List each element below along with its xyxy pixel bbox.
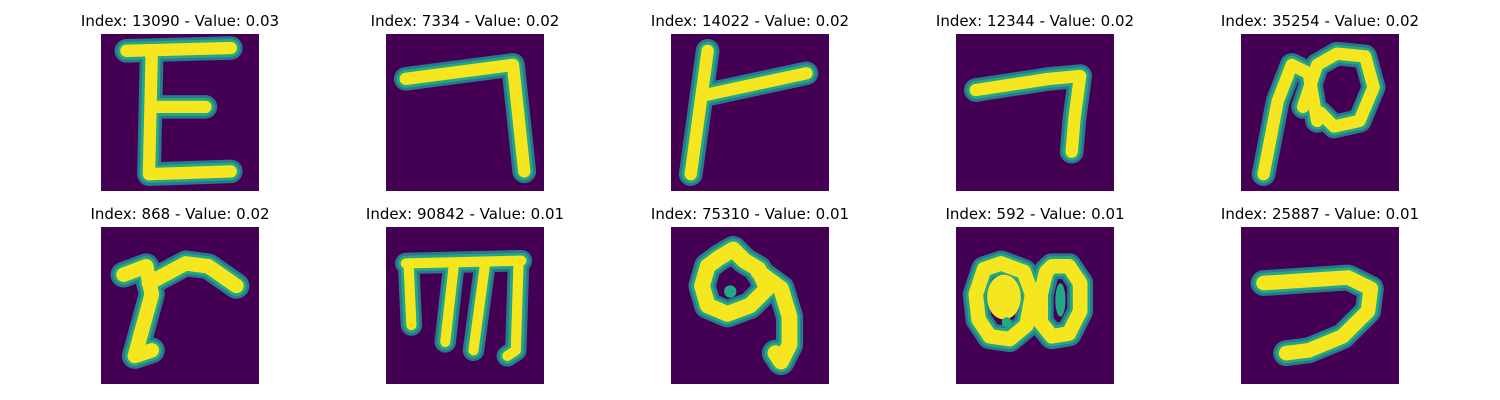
panel-3: Index: 14022 - Value: 0.02: [640, 12, 860, 202]
panel-title: Index: 12344 - Value: 0.02: [935, 12, 1135, 30]
panel-1: Index: 13090 - Value: 0.03: [70, 12, 290, 202]
glyph-image: [386, 34, 544, 191]
glyph-image: [386, 227, 544, 384]
panel-8: Index: 75310 - Value: 0.01: [640, 205, 860, 395]
glyph-image: [101, 227, 259, 384]
panel-6: Index: 868 - Value: 0.02: [70, 205, 290, 395]
panel-title: Index: 14022 - Value: 0.02: [650, 12, 850, 30]
panel-title: Index: 868 - Value: 0.02: [90, 205, 270, 223]
panel-title: Index: 90842 - Value: 0.01: [365, 205, 565, 223]
panel-7: Index: 90842 - Value: 0.01: [355, 205, 575, 395]
panel-title: Index: 75310 - Value: 0.01: [650, 205, 850, 223]
panel-10: Index: 25887 - Value: 0.01: [1210, 205, 1430, 395]
panel-title: Index: 592 - Value: 0.01: [945, 205, 1125, 223]
glyph-image: [1241, 227, 1399, 384]
panel-9: Index: 592 - Value: 0.01: [925, 205, 1145, 395]
panel-title: Index: 13090 - Value: 0.03: [80, 12, 280, 30]
panel-2: Index: 7334 - Value: 0.02: [355, 12, 575, 202]
panel-4: Index: 12344 - Value: 0.02: [925, 12, 1145, 202]
panel-title: Index: 35254 - Value: 0.02: [1220, 12, 1420, 30]
panel-5: Index: 35254 - Value: 0.02: [1210, 12, 1430, 202]
glyph-image: [956, 34, 1114, 191]
panel-title: Index: 7334 - Value: 0.02: [370, 12, 560, 30]
panel-title: Index: 25887 - Value: 0.01: [1220, 205, 1420, 223]
glyph-image: [956, 227, 1114, 384]
glyph-image: [671, 227, 829, 384]
glyph-image: [671, 34, 829, 191]
glyph-image: [101, 34, 259, 191]
glyph-image: [1241, 34, 1399, 191]
